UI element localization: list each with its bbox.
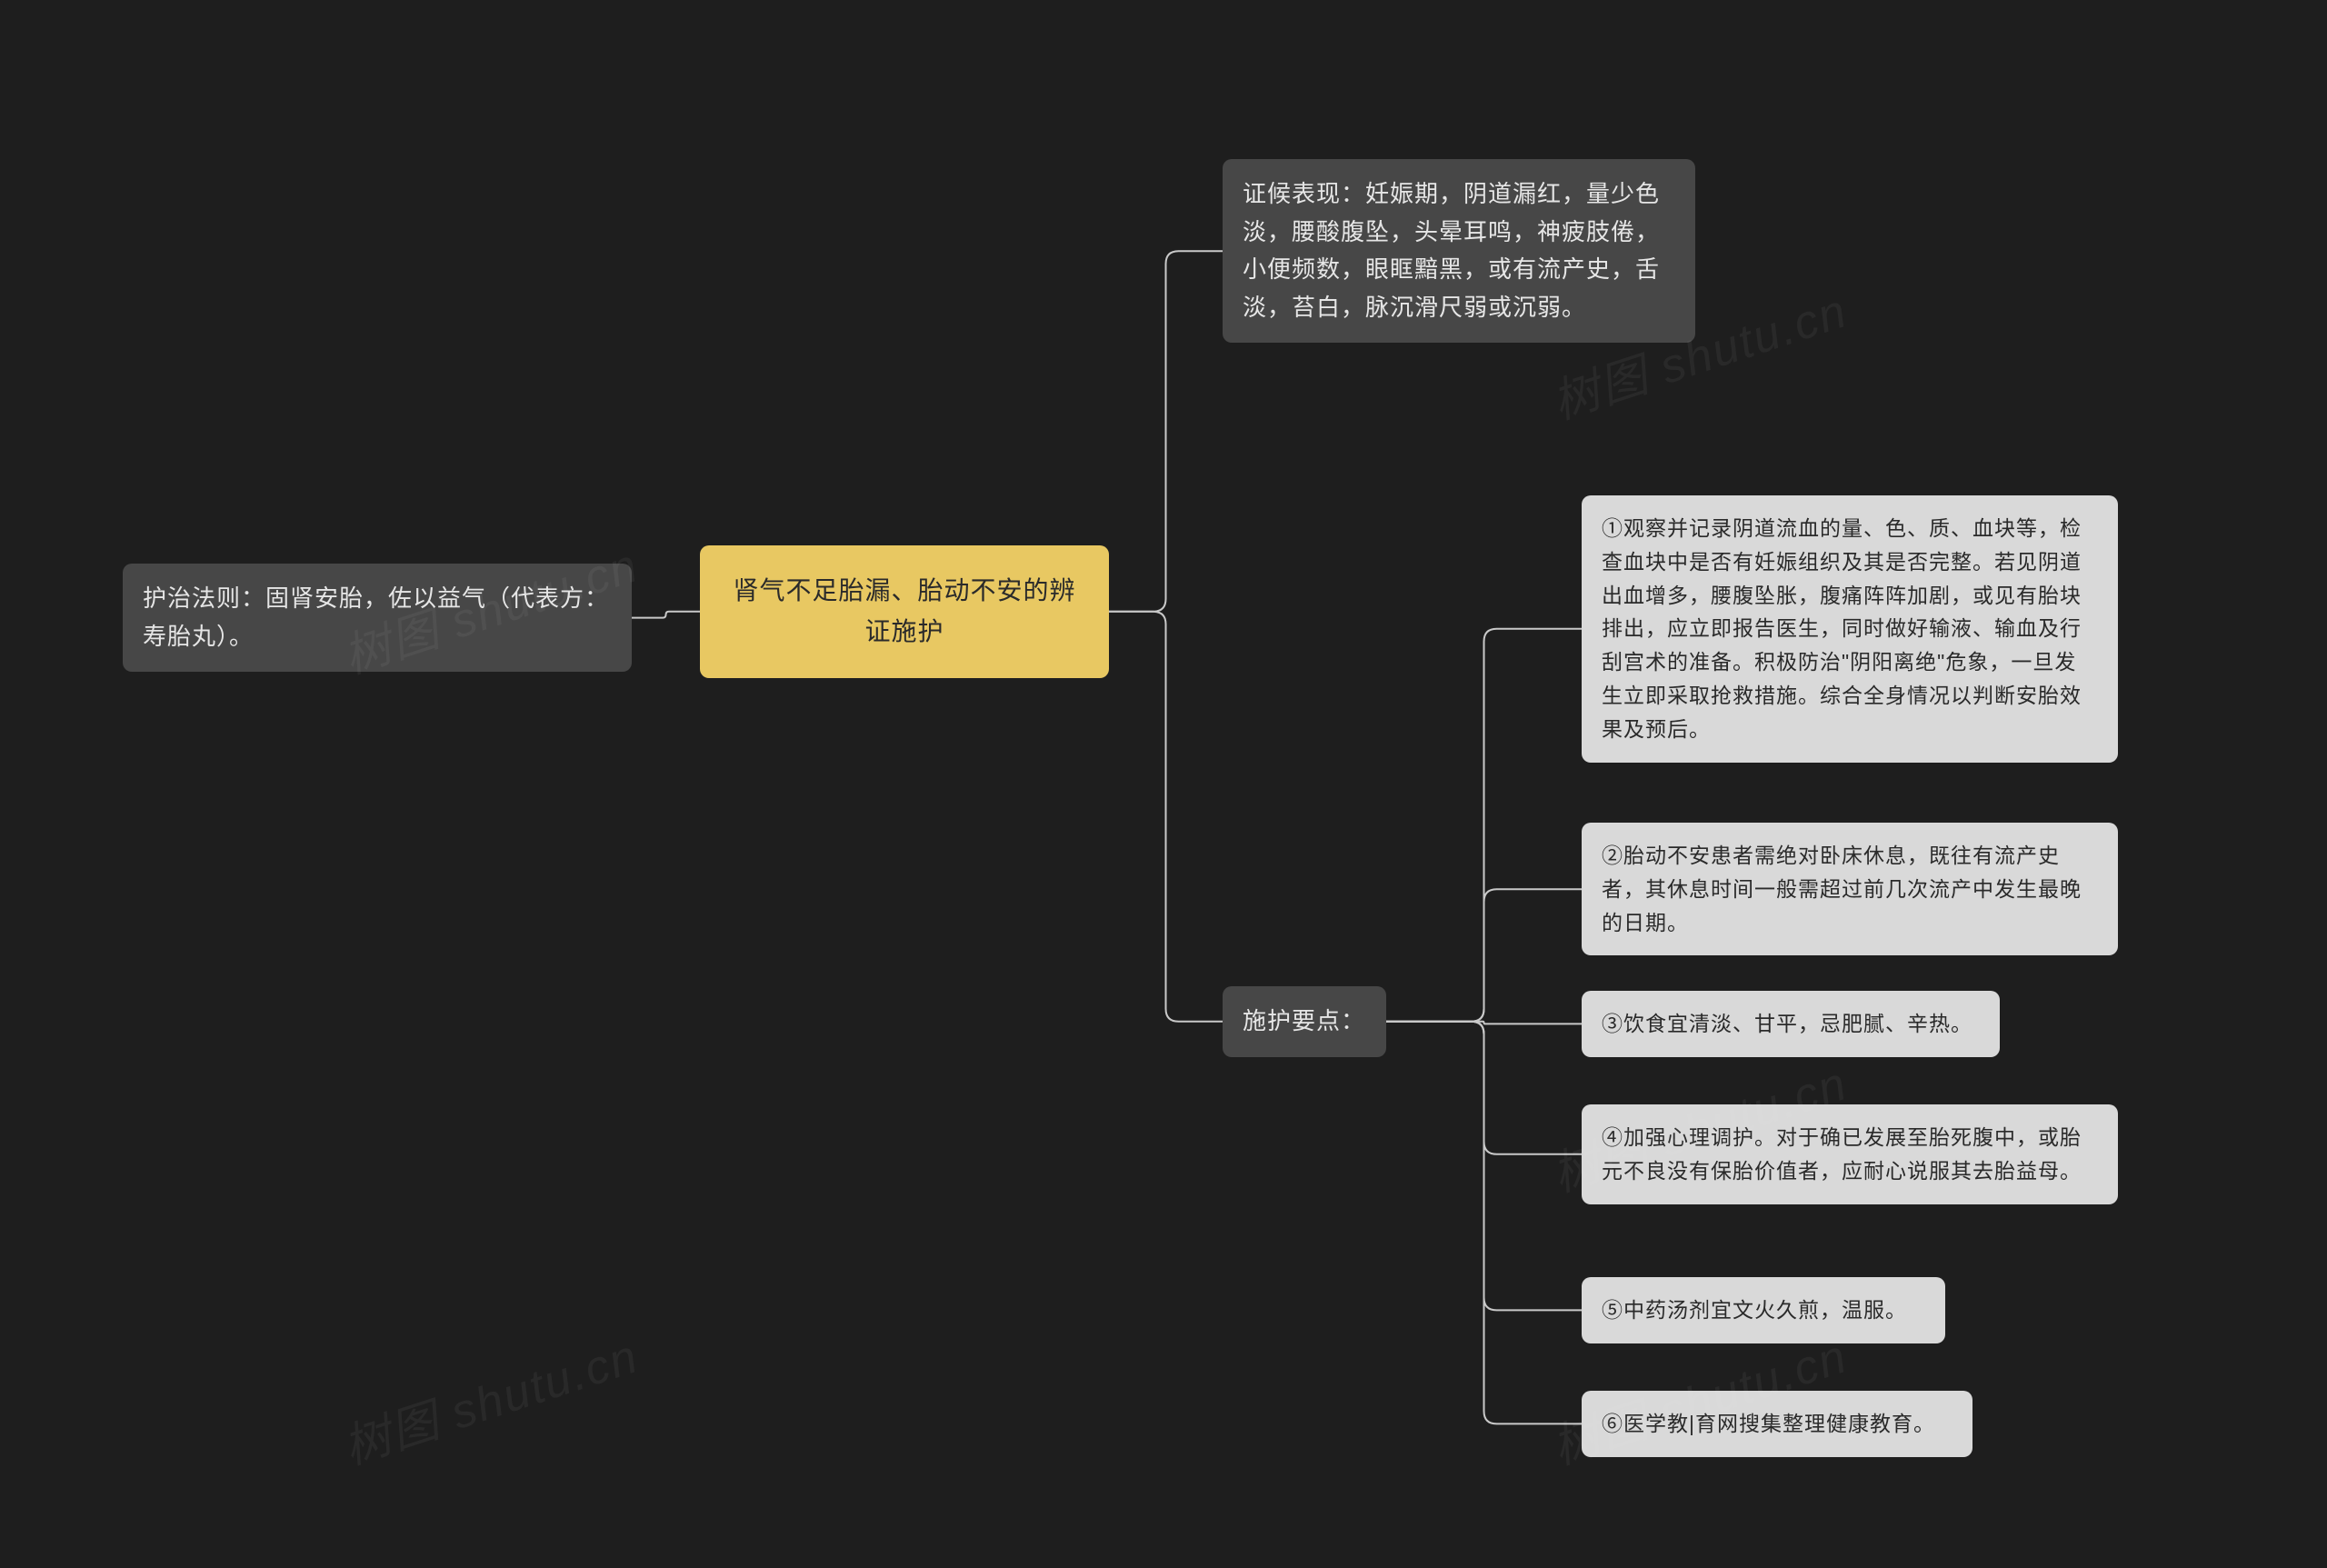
node-point-5[interactable]: ⑤中药汤剂宜文火久煎，温服。 (1582, 1277, 1945, 1343)
connector (632, 612, 700, 618)
node-point-6[interactable]: ⑥医学教|育网搜集整理健康教育。 (1582, 1391, 1972, 1457)
connector (1386, 889, 1582, 1022)
connector-layer (0, 0, 2327, 1568)
node-right-symptoms[interactable]: 证候表现：妊娠期，阴道漏红，量少色淡，腰酸腹坠，头晕耳鸣，神疲肢倦，小便频数，眼… (1223, 159, 1695, 343)
connector (1386, 1022, 1582, 1024)
node-point-4[interactable]: ④加强心理调护。对于确已发展至胎死腹中，或胎元不良没有保胎价值者，应耐心说服其去… (1582, 1104, 2118, 1204)
node-left-treatment[interactable]: 护治法则：固肾安胎，佐以益气（代表方：寿胎丸）。 (123, 564, 632, 672)
node-point-1[interactable]: ①观察并记录阴道流血的量、色、质、血块等，检查血块中是否有妊娠组织及其是否完整。… (1582, 495, 2118, 763)
connector (1109, 251, 1223, 612)
connector (1386, 1022, 1582, 1424)
connector (1386, 629, 1582, 1022)
node-point-2[interactable]: ②胎动不安患者需绝对卧床休息，既往有流产史者，其休息时间一般需超过前几次流产中发… (1582, 823, 2118, 955)
connector (1386, 1022, 1582, 1311)
node-point-3[interactable]: ③饮食宜清淡、甘平，忌肥腻、辛热。 (1582, 991, 2000, 1057)
connector (1109, 612, 1223, 1022)
node-center[interactable]: 肾气不足胎漏、胎动不安的辨证施护 (700, 545, 1109, 678)
connector (1386, 1022, 1582, 1154)
mindmap-canvas: 肾气不足胎漏、胎动不安的辨证施护 护治法则：固肾安胎，佐以益气（代表方：寿胎丸）… (0, 0, 2327, 1568)
node-right-nursing-points[interactable]: 施护要点： (1223, 986, 1386, 1057)
